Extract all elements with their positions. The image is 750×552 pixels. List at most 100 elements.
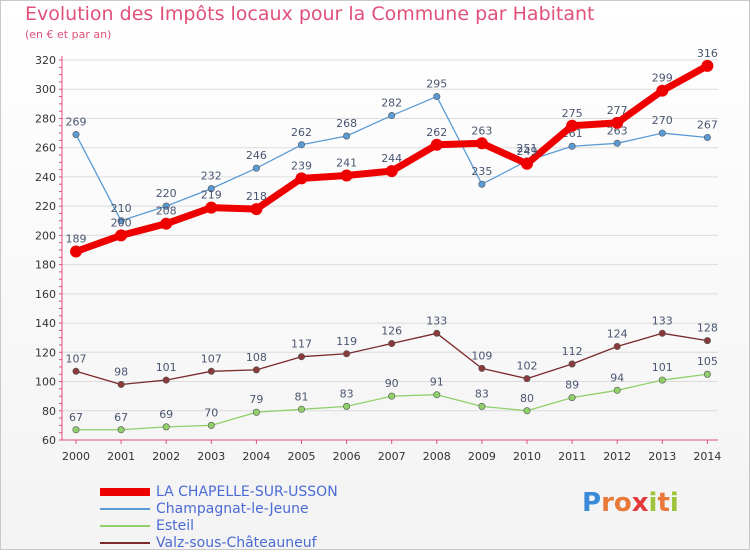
data-point <box>478 180 486 188</box>
data-label: 239 <box>291 159 312 172</box>
data-label: 83 <box>340 387 354 400</box>
data-point <box>117 217 125 225</box>
data-point <box>343 132 351 140</box>
data-label: 126 <box>381 325 402 338</box>
data-point <box>388 392 396 400</box>
data-point <box>703 337 711 345</box>
data-point <box>70 245 82 258</box>
data-label: 133 <box>652 314 673 327</box>
data-label: 80 <box>520 392 534 405</box>
legend-label: LA CHAPELLE-SUR-USSON <box>156 484 338 500</box>
y-tick-label: 300 <box>35 83 56 96</box>
data-label: 124 <box>607 327 628 340</box>
data-point <box>568 360 576 368</box>
data-label: 275 <box>562 107 583 120</box>
legend-item: Champagnat-le-Jeune <box>100 501 400 518</box>
data-label: 81 <box>295 390 309 403</box>
data-point <box>568 394 576 402</box>
data-label: 128 <box>697 322 718 335</box>
legend-swatch <box>100 488 150 496</box>
data-point <box>343 402 351 410</box>
data-label: 108 <box>246 351 267 364</box>
y-tick-label: 260 <box>35 142 56 155</box>
data-point <box>478 364 486 372</box>
data-label: 267 <box>697 118 718 131</box>
data-label: 200 <box>111 216 132 229</box>
data-point <box>613 342 621 350</box>
data-point <box>658 129 666 137</box>
data-label: 299 <box>652 72 673 85</box>
data-point <box>207 367 215 375</box>
data-point <box>656 84 669 97</box>
data-point <box>478 402 486 410</box>
data-label: 262 <box>426 126 447 139</box>
data-label: 109 <box>471 349 492 362</box>
x-tick-label: 2006 <box>333 450 361 463</box>
legend-swatch <box>100 525 150 527</box>
logo-letter: i <box>648 488 658 518</box>
legend-label: Esteil <box>156 518 195 534</box>
data-label: 119 <box>336 335 357 348</box>
data-label: 79 <box>249 393 263 406</box>
data-label: 117 <box>291 338 312 351</box>
x-tick-label: 2014 <box>693 450 721 463</box>
data-label: 263 <box>471 124 492 137</box>
data-label: 241 <box>336 156 357 169</box>
data-point <box>72 131 80 139</box>
x-tick-label: 2013 <box>648 450 676 463</box>
data-point <box>295 172 308 185</box>
data-point <box>162 376 170 384</box>
logo-letter: i <box>669 488 679 518</box>
data-label: 244 <box>381 152 402 165</box>
y-tick-label: 120 <box>35 346 56 359</box>
data-point <box>430 138 443 151</box>
x-tick-label: 2010 <box>513 450 541 463</box>
data-point <box>388 340 396 348</box>
x-tick-label: 2011 <box>558 450 586 463</box>
data-point <box>297 353 305 361</box>
data-point <box>701 59 714 72</box>
logo-letter: r <box>601 488 614 518</box>
legend-swatch <box>100 542 150 544</box>
data-label: 98 <box>114 365 128 378</box>
data-label: 101 <box>156 361 177 374</box>
data-label: 270 <box>652 114 673 127</box>
legend-item: LA CHAPELLE-SUR-USSON <box>100 484 400 501</box>
data-point <box>703 133 711 141</box>
legend-label: Valz-sous-Châteauneuf <box>156 535 317 551</box>
data-point <box>521 157 533 170</box>
x-tick-label: 2001 <box>107 450 135 463</box>
data-point <box>475 137 488 150</box>
logo-letter: o <box>613 488 632 518</box>
data-label: 208 <box>156 205 177 218</box>
data-point <box>297 405 305 413</box>
data-point <box>207 421 215 429</box>
data-point <box>523 407 531 415</box>
x-tick-label: 2009 <box>468 450 496 463</box>
y-tick-label: 280 <box>35 112 56 125</box>
x-tick-label: 2004 <box>242 450 270 463</box>
legend-label: Champagnat-le-Jeune <box>156 501 309 517</box>
data-label: 219 <box>201 189 222 202</box>
data-label: 269 <box>66 116 87 129</box>
data-label: 107 <box>201 352 222 365</box>
data-point <box>658 376 666 384</box>
data-point <box>385 165 398 178</box>
data-label: 83 <box>475 387 489 400</box>
data-point <box>72 426 80 434</box>
data-label: 246 <box>246 149 267 162</box>
data-label: 218 <box>246 190 267 203</box>
data-label: 91 <box>430 376 444 389</box>
legend-item: Valz-sous-Châteauneuf <box>100 535 400 552</box>
chart-title: Evolution des Impôts locaux pour la Comm… <box>25 3 595 25</box>
data-point <box>658 329 666 337</box>
data-point <box>613 386 621 394</box>
data-point <box>205 201 218 214</box>
y-tick-label: 220 <box>35 200 56 213</box>
x-tick-label: 2000 <box>62 450 90 463</box>
x-tick-label: 2007 <box>378 450 406 463</box>
data-label: 89 <box>565 379 579 392</box>
data-label: 101 <box>652 361 673 374</box>
data-label: 263 <box>607 124 628 137</box>
